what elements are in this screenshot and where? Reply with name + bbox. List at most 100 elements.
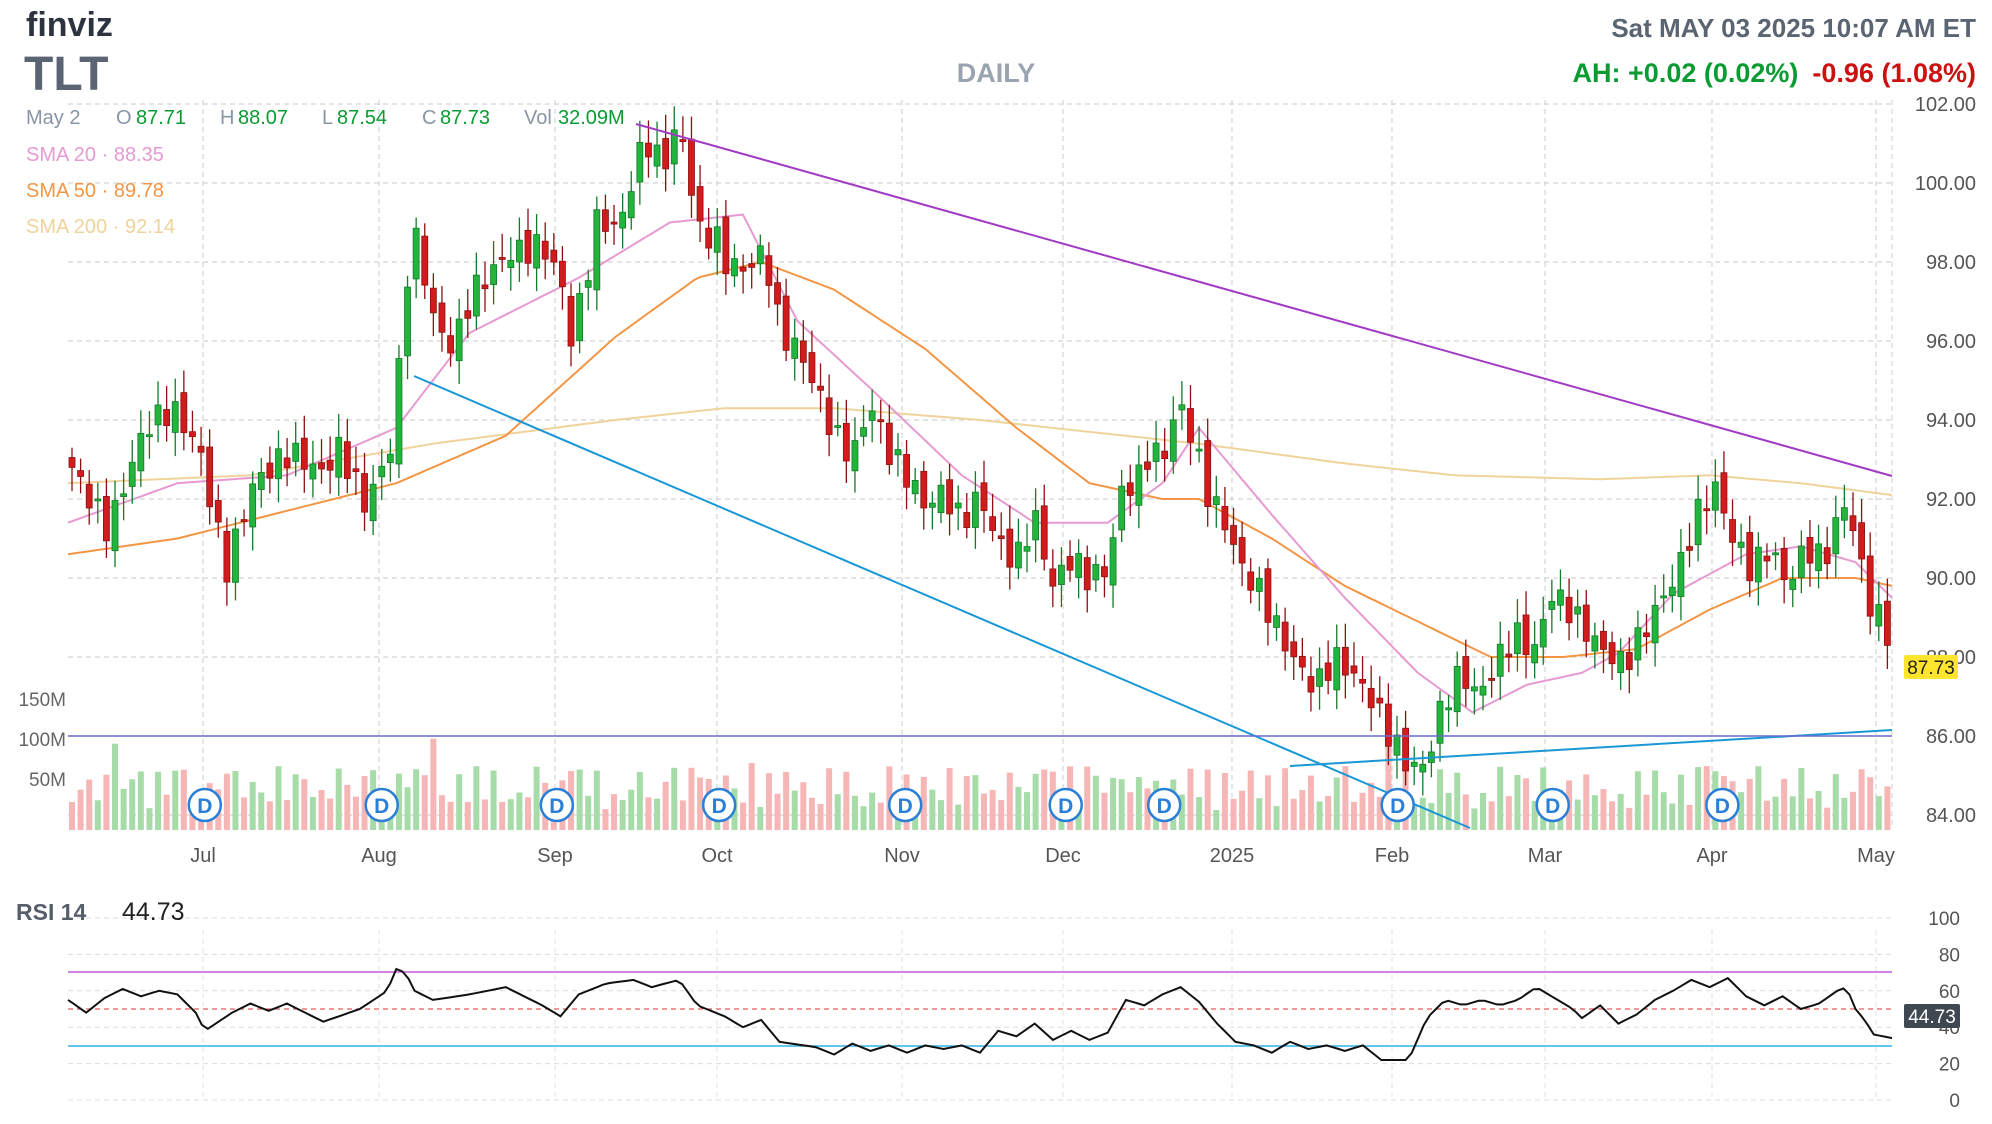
rsi-tick-label: 100	[1928, 909, 1960, 930]
rsi-grid	[68, 917, 1892, 1101]
dividend-marker[interactable]: D	[187, 787, 223, 823]
volume-bar	[1213, 810, 1220, 830]
candle-body	[447, 335, 454, 354]
candle-body	[825, 397, 833, 435]
svg-text:H: H	[220, 107, 234, 129]
candle-body	[670, 129, 678, 165]
volume-bar	[1437, 769, 1443, 830]
volume-bar	[1695, 767, 1702, 830]
dividend-marker[interactable]: D	[364, 787, 399, 823]
candle-body	[1118, 485, 1126, 531]
volume-bar	[1350, 801, 1357, 830]
price-tick-label: 98.00	[1926, 252, 1976, 274]
candle-body	[1780, 548, 1788, 581]
volume-bar	[1041, 769, 1048, 830]
dividend-marker[interactable]: D	[539, 787, 575, 823]
candle-body	[515, 239, 523, 263]
trendline-upper[interactable]	[635, 123, 1893, 477]
dividend-marker[interactable]: D	[887, 787, 923, 823]
candle-body	[842, 423, 850, 462]
candle-body	[1711, 481, 1719, 511]
dividend-marker[interactable]: D	[1146, 787, 1182, 823]
finviz-logo[interactable]: finviz	[26, 6, 113, 44]
candle-body	[524, 230, 532, 264]
timeframe-label[interactable]: DAILY	[957, 58, 1036, 88]
volume-axis: 150M 100M 50M	[18, 690, 66, 791]
candle-body	[1806, 537, 1814, 564]
candle-body	[395, 358, 403, 465]
dividend-circle	[187, 787, 223, 823]
candle-body	[352, 468, 360, 473]
dividend-marker[interactable]: D	[1380, 787, 1415, 823]
rsi-label: RSI 14	[16, 899, 87, 925]
candle-body	[232, 528, 239, 583]
dividend-letter: D	[197, 795, 212, 818]
volume-tick-label: 150M	[18, 690, 66, 711]
dividend-marker[interactable]: D	[1535, 787, 1570, 823]
candle-body	[1496, 643, 1504, 677]
candle-body	[1230, 525, 1237, 545]
dividend-marker[interactable]: D	[701, 787, 737, 823]
dividend-marker[interactable]: D	[1048, 787, 1083, 823]
candle-body	[1101, 566, 1108, 578]
volume-bar	[1531, 800, 1538, 830]
candle-body	[1298, 655, 1306, 668]
price-tick-label: 84.00	[1926, 805, 1976, 827]
volume-bar	[920, 776, 927, 830]
candle-body	[1075, 553, 1083, 578]
candle-body	[472, 274, 480, 317]
datetime-label: Sat MAY 03 2025 10:07 AM ET	[1611, 13, 1976, 43]
volume-bar	[740, 802, 747, 830]
candle-body	[137, 432, 145, 472]
volume-bar	[1884, 786, 1891, 830]
candle-body	[739, 266, 747, 272]
candle-body	[989, 516, 997, 531]
volume-bar	[1144, 788, 1151, 830]
svg-text:C: C	[422, 107, 436, 129]
volume-bar	[817, 804, 824, 830]
volume-bar	[1006, 772, 1013, 830]
dividend-marker[interactable]: D	[1705, 787, 1740, 823]
volume-bar	[765, 773, 772, 830]
candle-body	[937, 484, 945, 514]
candle-body	[980, 482, 988, 511]
candle-body	[481, 284, 489, 290]
volume-bar	[1342, 766, 1349, 830]
volume-bar	[1385, 740, 1392, 830]
volume-bar	[1858, 769, 1865, 830]
candle-body	[1608, 642, 1616, 665]
candle-body	[868, 410, 876, 421]
candle-body	[223, 530, 231, 583]
volume-bar	[1273, 806, 1280, 830]
legend-sma-20: SMA 20 · 88.35	[26, 144, 164, 166]
candle-body	[593, 209, 601, 291]
volume-bar	[1454, 772, 1461, 830]
volume-bar	[1686, 805, 1693, 830]
volume-bar	[1841, 797, 1848, 830]
candle-body	[679, 139, 687, 142]
volume-bar	[223, 773, 230, 830]
volume-bar	[1299, 790, 1306, 830]
date-tick-label: Mar	[1528, 845, 1563, 867]
volume-bar	[1660, 792, 1667, 830]
legend-sma-50: SMA 50 · 89.78	[26, 180, 164, 202]
rsi-tick-label: 80	[1939, 945, 1960, 966]
trendline-lower[interactable]	[413, 375, 1471, 829]
volume-bar	[1652, 770, 1659, 830]
candle-body	[1324, 662, 1332, 681]
candle-body	[997, 535, 1005, 540]
candle-body	[748, 263, 756, 268]
candle-body	[971, 491, 979, 528]
candle-body	[1049, 568, 1057, 587]
volume-bar	[1824, 807, 1831, 830]
candle-body	[249, 483, 257, 528]
volume-bar	[172, 770, 179, 830]
volume-bar	[292, 774, 299, 830]
price-change-line: AH: +0.02 (0.02%) -0.96 (1.08%)	[1573, 58, 1976, 88]
candle-body	[120, 493, 128, 498]
candle-body	[85, 483, 93, 509]
candle-body	[1359, 678, 1366, 684]
volume-bar	[800, 782, 807, 830]
candle-body	[1109, 537, 1117, 586]
